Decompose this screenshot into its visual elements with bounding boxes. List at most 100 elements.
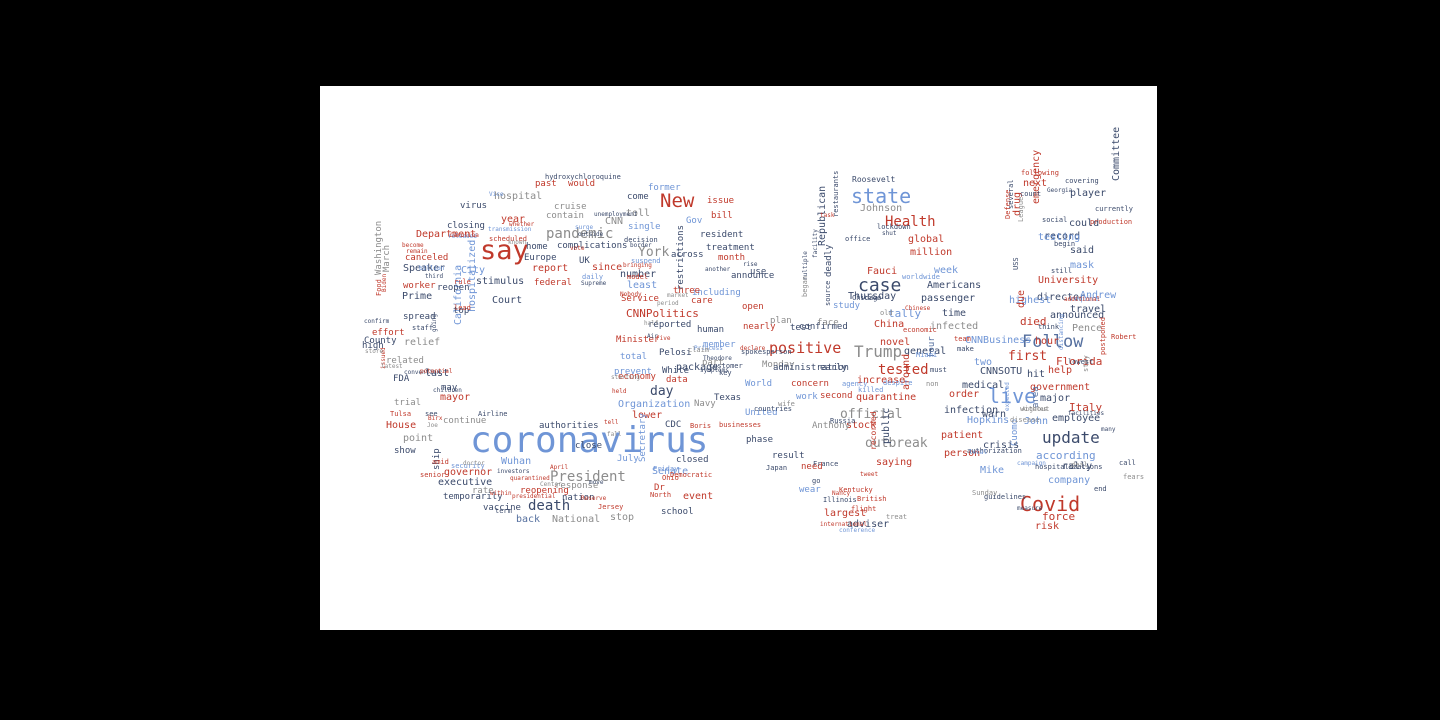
cloud-word: economy <box>618 372 656 382</box>
cloud-word: campaign <box>1017 460 1046 467</box>
cloud-word: Pence <box>1072 323 1103 334</box>
cloud-word: stop <box>610 512 635 523</box>
cloud-word: Joe <box>427 422 438 429</box>
cloud-word: Illinois <box>823 496 857 504</box>
word-cloud-image: coronavirus say New state case Follow live upda… <box>320 86 1157 630</box>
cloud-word: end <box>1094 485 1107 493</box>
cloud-word: John <box>1024 416 1049 427</box>
cloud-word: must <box>930 366 947 374</box>
cloud-word: spread <box>403 312 436 322</box>
cloud-word: City <box>461 265 486 276</box>
cloud-word: unemployment <box>594 211 638 218</box>
cloud-word: stock <box>846 420 877 431</box>
cloud-word: University <box>1038 275 1099 286</box>
cloud-word: border <box>630 242 652 249</box>
cloud-word: Florida <box>1056 355 1103 368</box>
cloud-word: scheduled <box>489 235 527 243</box>
cloud-word: plan <box>770 316 792 326</box>
cloud-word: reported <box>648 320 692 330</box>
cloud-word: issue <box>707 196 735 206</box>
cloud-word: crisis <box>983 440 1020 451</box>
cloud-word: following <box>1021 169 1059 177</box>
cloud-word: deadly <box>824 244 834 277</box>
cloud-word: facilities <box>1068 410 1105 417</box>
cloud-word: think <box>1038 323 1060 331</box>
cloud-word: major <box>1040 393 1071 404</box>
cloud-word: nation <box>562 493 595 503</box>
cloud-word: measure <box>1017 505 1043 512</box>
cloud-word: novel <box>880 337 911 348</box>
cloud-word: rate <box>472 486 494 496</box>
cloud-word: risk <box>1035 521 1060 532</box>
cloud-word: treatment <box>706 243 755 253</box>
cloud-word: patient <box>941 430 984 441</box>
cloud-word: worker <box>403 281 436 291</box>
cloud-word: Russia <box>830 417 856 425</box>
cloud-word: latest <box>381 363 403 370</box>
cloud-word: half <box>644 320 659 327</box>
cloud-word: outbreak <box>865 436 928 451</box>
cloud-word: test <box>790 323 812 333</box>
cloud-word: prevent <box>614 367 652 377</box>
cloud-word: Americans <box>927 280 982 291</box>
cloud-word: hour <box>1035 336 1060 347</box>
cloud-word: response <box>555 481 599 491</box>
cloud-word: begin <box>1054 240 1076 248</box>
cloud-word: related <box>386 356 424 366</box>
cloud-word: passenger <box>921 293 976 304</box>
cloud-word: recorded <box>869 411 878 450</box>
word-cloud: coronavirus say New state case Follow live upda… <box>320 86 1157 630</box>
cloud-word: reopening <box>520 486 569 496</box>
cloud-word: school <box>661 507 694 517</box>
cloud-word: lead <box>454 304 471 312</box>
cloud-word: million <box>910 247 953 258</box>
cloud-word: disease <box>1010 416 1040 424</box>
cloud-word: several <box>1007 179 1015 209</box>
cloud-word: third <box>425 273 444 280</box>
cloud-word: human <box>697 325 725 335</box>
cloud-word: require <box>1070 295 1100 303</box>
cloud-word: member <box>703 340 736 350</box>
cloud-word: treat <box>886 513 908 521</box>
cloud-word: wear <box>799 485 821 495</box>
cloud-word: Service <box>621 294 659 304</box>
cloud-word: CNN <box>605 216 624 227</box>
cloud-word: testing <box>1038 232 1081 243</box>
cloud-word: France <box>813 460 839 468</box>
cloud-word: FDA <box>393 374 410 384</box>
cloud-word: restaurants <box>832 170 840 217</box>
cloud-word: old <box>880 309 893 317</box>
cloud-word: fears <box>1123 473 1145 481</box>
cloud-word: Monday <box>762 360 795 370</box>
cloud-word: lockdown <box>877 223 911 231</box>
cloud-word: Italy <box>1069 401 1103 414</box>
cloud-word: Court <box>492 295 523 306</box>
cloud-word: declare <box>740 345 766 352</box>
cloud-word: part <box>702 358 724 368</box>
cloud-word: despite <box>883 379 913 387</box>
cloud-word: day <box>650 384 674 399</box>
cloud-word: market <box>667 292 689 299</box>
cloud-word: largest <box>824 508 867 519</box>
cloud-word: facility <box>812 229 819 258</box>
cloud-word: countries <box>754 405 792 413</box>
cloud-word: positive <box>769 339 842 357</box>
cloud-word: Carolina <box>450 232 479 239</box>
cloud-word: Democratic <box>670 471 713 479</box>
cloud-word: tested <box>878 362 929 378</box>
cloud-word: case <box>858 275 902 296</box>
cloud-word: rally <box>1062 461 1093 472</box>
cloud-word: confirmed <box>799 322 848 332</box>
cloud-word: rule <box>454 278 471 286</box>
cloud-word: businesses <box>719 421 762 429</box>
cloud-word: potential <box>420 368 453 375</box>
cloud-word: coronavirus <box>470 420 709 461</box>
cloud-word: home <box>526 242 548 252</box>
cloud-word: hospitalizations <box>1035 463 1103 471</box>
cloud-word: trial <box>394 398 422 408</box>
cloud-word: would <box>568 179 596 189</box>
cloud-word: Navy <box>694 399 716 409</box>
cloud-word: restrictions <box>676 224 686 290</box>
cloud-word: Secretary <box>638 413 648 462</box>
cloud-word: result <box>772 451 805 461</box>
